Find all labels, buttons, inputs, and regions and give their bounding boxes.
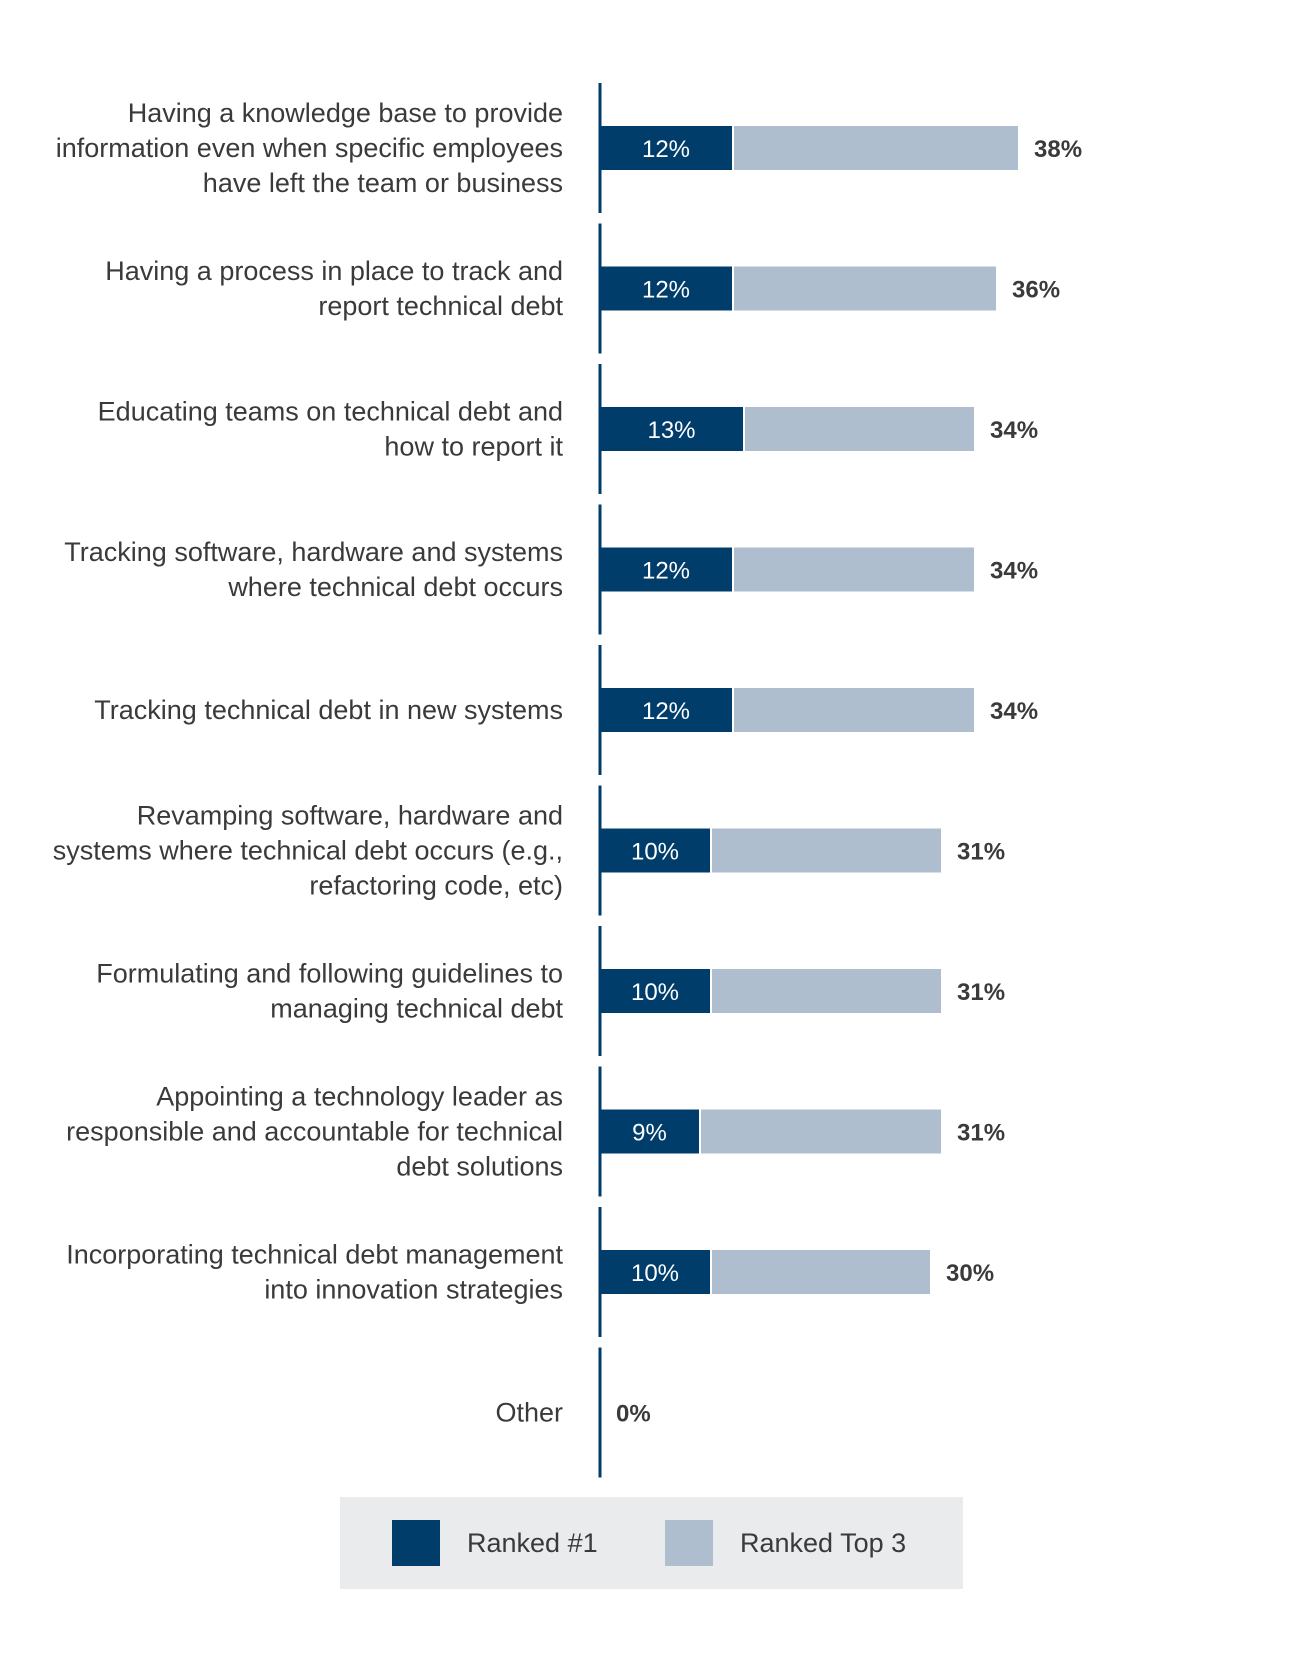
category-label-line: Tracking software, hardware and systems: [64, 537, 563, 567]
category-label: Incorporating technical debt management i…: [66, 1240, 563, 1305]
data-label-ranked-top-3: 0%: [616, 1401, 651, 1428]
category-label-line: Formulating and following guidelines to: [96, 959, 563, 989]
category-label: Tracking technical debt in new systems: [94, 695, 563, 725]
bar-ranked-1: [600, 1250, 710, 1294]
legend-label-ranked-1: Ranked #1: [467, 1527, 598, 1558]
category-label-line: refactoring code, etc): [309, 871, 563, 901]
category-label-line: Incorporating technical debt management: [66, 1240, 563, 1270]
data-label-ranked-top-3: 31%: [957, 1120, 1005, 1147]
category-label: Tracking software, hardware and systems w…: [64, 537, 563, 602]
category-label-line: how to report it: [384, 432, 563, 462]
category-label: Educating teams on technical debt and how…: [98, 397, 564, 462]
data-label-ranked-top-3: 34%: [990, 417, 1038, 444]
data-label-ranked-1: 10%: [631, 839, 679, 866]
category-label: Having a process in place to track and re…: [105, 256, 563, 321]
category-label-line: Appointing a technology leader as: [156, 1082, 563, 1112]
bar-chart: 12% 38% Having a knowledge base to provide…: [53, 83, 1082, 1478]
category-label-line: debt solutions: [396, 1152, 563, 1182]
data-label-ranked-1: 12%: [642, 136, 690, 163]
category-label-line: Having a knowledge base to provide: [128, 98, 563, 128]
category-label: Having a knowledge base to provide inform…: [56, 98, 563, 198]
legend-swatch-ranked-1: [392, 1520, 440, 1566]
data-label-ranked-1: 10%: [631, 979, 679, 1006]
category-label-line: Tracking technical debt in new systems: [94, 695, 563, 725]
data-label-ranked-1: 10%: [631, 1260, 679, 1287]
category-label-line: report technical debt: [318, 291, 563, 321]
legend-item-ranked-1: Ranked #1: [392, 1520, 598, 1566]
data-label-ranked-top-3: 31%: [957, 979, 1005, 1006]
data-label-ranked-top-3: 31%: [957, 839, 1005, 866]
legend-swatch-ranked-top-3: [665, 1520, 713, 1566]
category-label: Other: [495, 1398, 563, 1428]
bar-ranked-1: [600, 828, 710, 873]
data-label-ranked-top-3: 30%: [946, 1260, 994, 1287]
data-label-ranked-top-3: 34%: [990, 698, 1038, 725]
legend-item-ranked-top-3: Ranked Top 3: [665, 1520, 906, 1566]
category-label-line: Revamping software, hardware and: [137, 801, 563, 831]
legend-label-ranked-top-3: Ranked Top 3: [740, 1527, 907, 1558]
category-label-line: systems where technical debt occurs (e.g…: [53, 836, 563, 866]
category-label-line: where technical debt occurs: [227, 572, 563, 602]
bar-ranked-1: [600, 969, 710, 1013]
data-label-ranked-top-3: 34%: [990, 558, 1038, 585]
data-label-ranked-1: 13%: [647, 417, 695, 444]
bar-ranked-1: [600, 126, 732, 170]
data-label-ranked-top-3: 38%: [1034, 136, 1082, 163]
category-label-line: managing technical debt: [270, 994, 563, 1024]
data-label-ranked-1: 12%: [642, 558, 690, 585]
data-label-ranked-1: 12%: [642, 698, 690, 725]
category-label: Revamping software, hardware and systems …: [53, 801, 563, 901]
data-label-ranked-1: 9%: [632, 1120, 667, 1147]
category-label-line: have left the team or business: [203, 168, 563, 198]
bar-ranked-1: [600, 407, 743, 451]
bar-ranked-1: [600, 688, 732, 732]
category-label-line: responsible and accountable for technica…: [66, 1117, 563, 1147]
category-label-line: Educating teams on technical debt and: [98, 397, 563, 427]
data-label-ranked-1: 12%: [642, 277, 690, 304]
bar-ranked-1: [600, 547, 732, 592]
bar-ranked-1: [600, 1109, 699, 1154]
bar-ranked-1: [600, 266, 732, 311]
legend: Ranked #1 Ranked Top 3: [340, 1497, 963, 1589]
data-label-ranked-top-3: 36%: [1012, 277, 1060, 304]
category-label-line: information even when specific employees: [56, 133, 563, 163]
category-label: Appointing a technology leader as respons…: [66, 1082, 563, 1182]
category-label: Formulating and following guidelines to m…: [96, 959, 563, 1024]
category-label-line: Having a process in place to track and: [105, 256, 563, 286]
category-label-line: Other: [495, 1398, 563, 1428]
category-label-line: into innovation strategies: [264, 1275, 563, 1305]
